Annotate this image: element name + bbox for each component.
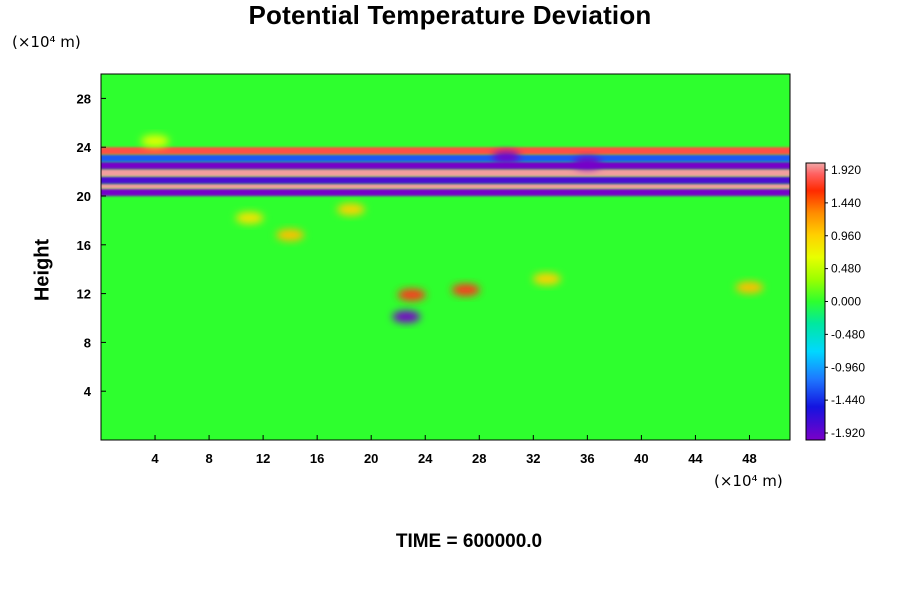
- plot-background: [101, 74, 790, 440]
- x-tick-label: 16: [310, 451, 324, 466]
- field-blob: [532, 272, 561, 285]
- colorbar-tick-label: -1.920: [831, 426, 865, 440]
- colorbar-tick-label: 0.480: [831, 262, 861, 276]
- colorbar-tick-label: 1.920: [831, 163, 861, 177]
- field-blob: [573, 157, 602, 170]
- chart-title: Potential Temperature Deviation: [248, 0, 652, 30]
- y-tick-label: 8: [84, 335, 91, 350]
- colorbar-tick-label: -1.440: [831, 393, 865, 407]
- x-tick-label: 28: [472, 451, 486, 466]
- field-band: [101, 169, 790, 177]
- colorbar-tick-label: -0.960: [831, 360, 865, 374]
- x-tick-label: 8: [205, 451, 212, 466]
- colorbar-tick-label: 1.440: [831, 196, 861, 210]
- field-blob: [397, 288, 426, 301]
- field-blob: [735, 281, 764, 294]
- colorbar-scale: [805, 162, 826, 441]
- field-blob: [235, 211, 264, 224]
- x-tick-label: 24: [418, 451, 433, 466]
- colorbar-tick-label: 0.960: [831, 229, 861, 243]
- field-blob: [392, 310, 421, 323]
- y-tick-label: 16: [77, 238, 91, 253]
- field-band: [101, 183, 790, 189]
- field-blob: [276, 229, 305, 242]
- x-tick-label: 48: [742, 451, 756, 466]
- colorbar: 1.920 1.440 0.960 0.480 0.000 -0.480 -0.960 -1.…: [805, 162, 865, 441]
- field-band: [101, 161, 790, 170]
- y-tick-label: 20: [77, 189, 91, 204]
- field-band: [101, 147, 790, 155]
- x-tick-label: 36: [580, 451, 594, 466]
- field-band: [101, 154, 790, 162]
- time-label: TIME = 600000.0: [395, 531, 543, 552]
- x-tick-label: 20: [364, 451, 378, 466]
- field-blob: [451, 283, 480, 296]
- y-tick-label: 4: [84, 384, 92, 399]
- field-band: [101, 176, 790, 184]
- x-tick-label: 4: [151, 451, 159, 466]
- y-tick-label: 28: [77, 91, 91, 106]
- y-tick-label: 24: [77, 140, 92, 155]
- x-tick-label: 12: [256, 451, 270, 466]
- plot-frame: [100, 73, 791, 441]
- y-axis-unit: (×10⁴ m): [12, 33, 81, 51]
- x-axis-unit: (×10⁴ m): [714, 472, 783, 490]
- plot-area: [101, 74, 790, 440]
- y-tick-label: 12: [77, 287, 91, 302]
- field-band: [101, 188, 790, 196]
- field-blob: [492, 150, 521, 163]
- x-tick-label: 32: [526, 451, 540, 466]
- field-blob: [141, 135, 170, 148]
- x-tick-label: 44: [688, 451, 703, 466]
- colorbar-tick-label: 0.000: [831, 295, 861, 309]
- field-blob: [336, 203, 365, 216]
- colorbar-tick-label: -0.480: [831, 327, 865, 341]
- x-tick-label: 40: [634, 451, 648, 466]
